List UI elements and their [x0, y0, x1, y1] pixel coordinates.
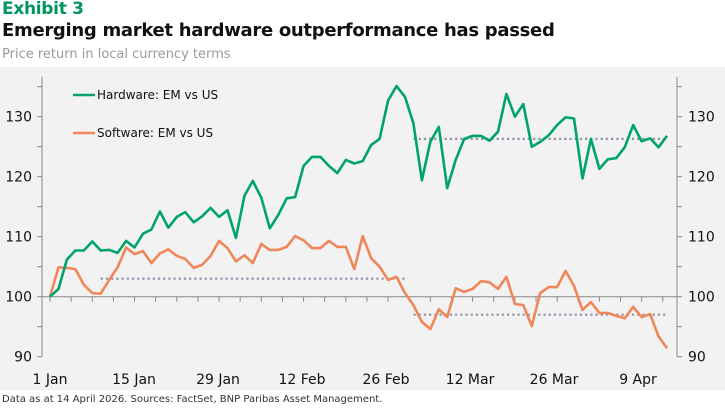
- x-tick-label: 26 Mar: [530, 372, 579, 388]
- x-tick-label: 12 Feb: [278, 372, 325, 388]
- left-y-tick-label: 100: [5, 290, 32, 306]
- reference-lines: [100, 137, 667, 316]
- chart-title: Emerging market hardware outperformance …: [2, 20, 555, 41]
- left-y-tick-label: 110: [5, 230, 32, 246]
- x-tick-label: 1 Jan: [33, 372, 68, 388]
- x-tick-label: 15 Jan: [112, 372, 156, 388]
- legend-label-software: Software: EM vs US: [97, 126, 213, 140]
- series-line-software: [48, 234, 669, 350]
- left-y-tick-label: 120: [5, 170, 32, 186]
- right-y-tick-label: 110: [688, 230, 715, 246]
- right-y-tick-label: 100: [688, 290, 715, 306]
- left-y-tick-label: 90: [14, 350, 32, 366]
- x-tick-label: 29 Jan: [196, 372, 240, 388]
- x-tick-label: 12 Mar: [446, 372, 495, 388]
- exhibit-label: Exhibit 3: [2, 0, 84, 19]
- legend: Hardware: EM vs US Software: EM vs US: [73, 88, 218, 140]
- legend-label-hardware: Hardware: EM vs US: [97, 88, 218, 102]
- right-y-tick-label: 120: [688, 170, 715, 186]
- axes: 90 90 100 100 110 110 120 120 130 130 1 Jan 15 Jan 2…: [5, 76, 715, 388]
- x-tick-label: 26 Feb: [362, 372, 409, 388]
- right-y-tick-label: 90: [688, 350, 706, 366]
- series-line-hardware: [49, 84, 669, 298]
- series-lines: [48, 84, 669, 350]
- chart-subtitle: Price return in local currency terms: [2, 47, 231, 62]
- source-note: Data as at 14 April 2026. Sources: FactS…: [2, 394, 383, 405]
- left-y-tick-label: 130: [5, 110, 32, 126]
- right-y-tick-label: 130: [688, 110, 715, 126]
- chart-area: [0, 67, 725, 390]
- x-tick-label: 9 Apr: [619, 372, 657, 388]
